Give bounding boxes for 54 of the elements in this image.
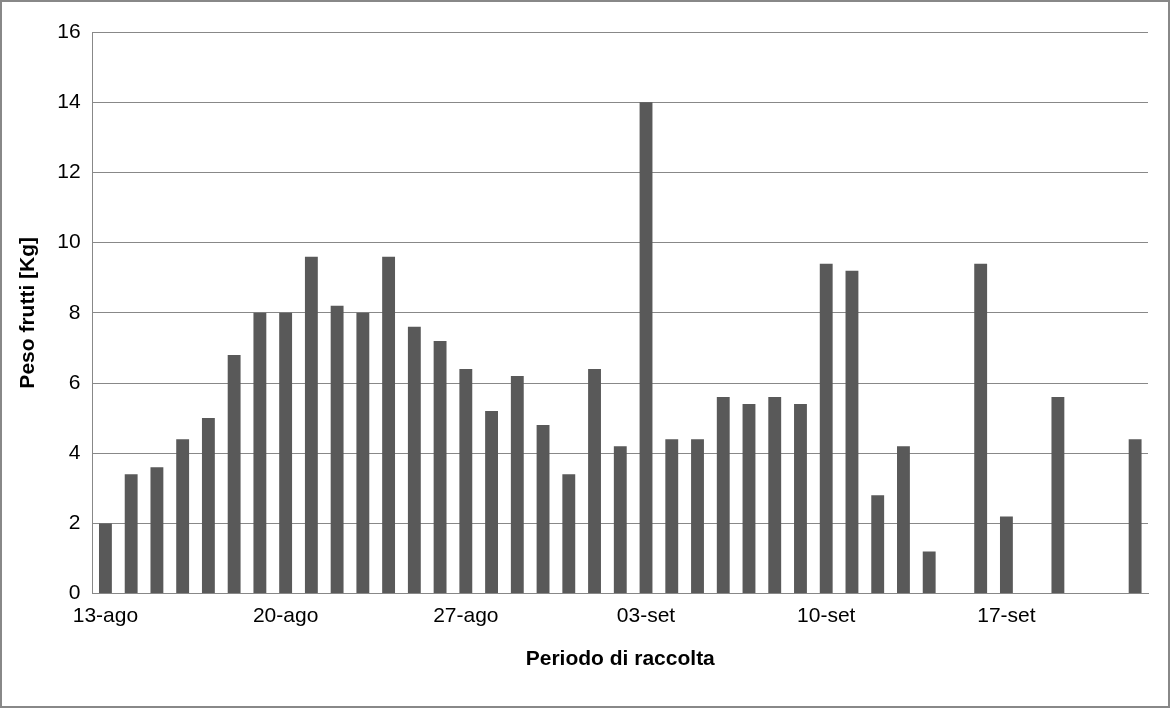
- bar: [201, 418, 215, 594]
- bar: [742, 404, 756, 594]
- bar: [124, 474, 138, 594]
- bar: [536, 425, 550, 594]
- bar: [922, 551, 936, 594]
- bar: [382, 256, 396, 594]
- y-tick-label: 8: [68, 299, 81, 323]
- bar: [665, 439, 679, 594]
- bar: [407, 326, 421, 594]
- bar: [330, 305, 344, 594]
- bar: [588, 368, 601, 594]
- bar: [459, 368, 473, 594]
- y-tick-label: 16: [57, 18, 81, 42]
- bar: [150, 467, 164, 594]
- bar: [845, 270, 859, 594]
- x-tick-label: 10-set: [797, 603, 856, 626]
- x-axis-title: Periodo di raccolta: [525, 646, 716, 670]
- x-tick-label: 27-ago: [433, 603, 499, 626]
- x-tick-label: 17-set: [977, 603, 1036, 626]
- bar: [819, 263, 833, 594]
- bar: [974, 263, 988, 594]
- bar: [768, 397, 782, 594]
- bar: [510, 375, 524, 594]
- bar: [485, 411, 498, 594]
- x-tick-label: 20-ago: [252, 603, 319, 626]
- y-axis-title: Peso frutti [Kg]: [15, 236, 39, 389]
- bar: [639, 102, 653, 594]
- x-tick-label: 03-set: [616, 603, 676, 626]
- bar: [1128, 439, 1142, 594]
- y-tick-label: 0: [68, 580, 81, 604]
- bar: [279, 312, 293, 594]
- bar: [304, 256, 318, 594]
- bar: [562, 474, 576, 594]
- x-tick-label: 13-ago: [72, 603, 139, 626]
- y-tick-label: 2: [68, 510, 81, 534]
- bar: [871, 495, 885, 594]
- bar: [999, 516, 1013, 594]
- bar: [794, 404, 807, 594]
- y-tick-label: 12: [57, 159, 81, 183]
- y-tick-label: 6: [68, 369, 81, 393]
- bar: [716, 397, 730, 594]
- bar: [691, 439, 704, 594]
- bar: [356, 312, 370, 594]
- y-tick-label: 10: [57, 229, 81, 253]
- y-tick-label: 4: [68, 440, 81, 463]
- y-tick-label: 14: [57, 89, 81, 112]
- bar: [98, 523, 112, 594]
- bar: [613, 446, 627, 594]
- bar: [1051, 397, 1065, 594]
- bar: [897, 446, 910, 594]
- bar: [176, 439, 190, 594]
- bar: [433, 340, 447, 594]
- bar: [253, 312, 267, 594]
- bar: [227, 354, 241, 594]
